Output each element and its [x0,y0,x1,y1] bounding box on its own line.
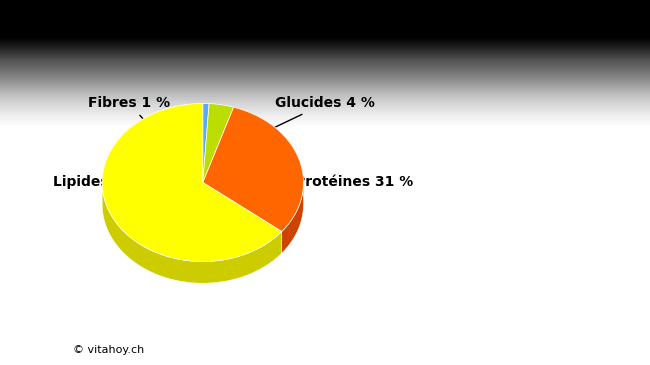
Text: Lipides 65 %: Lipides 65 % [53,176,151,193]
Polygon shape [203,107,304,231]
Text: © vitahoy.ch: © vitahoy.ch [73,345,145,355]
Polygon shape [102,184,282,283]
Text: Distribution de calories: Rindfleisch Cervelat (Migros): Distribution de calories: Rindfleisch Ce… [73,14,618,31]
Text: Glucides 4 %: Glucides 4 % [219,96,375,154]
Text: Fibres 1 %: Fibres 1 % [88,96,177,156]
Text: Protéines 31 %: Protéines 31 % [286,176,413,189]
Polygon shape [282,183,304,253]
Polygon shape [203,103,209,182]
Polygon shape [203,104,233,182]
Polygon shape [102,103,282,262]
